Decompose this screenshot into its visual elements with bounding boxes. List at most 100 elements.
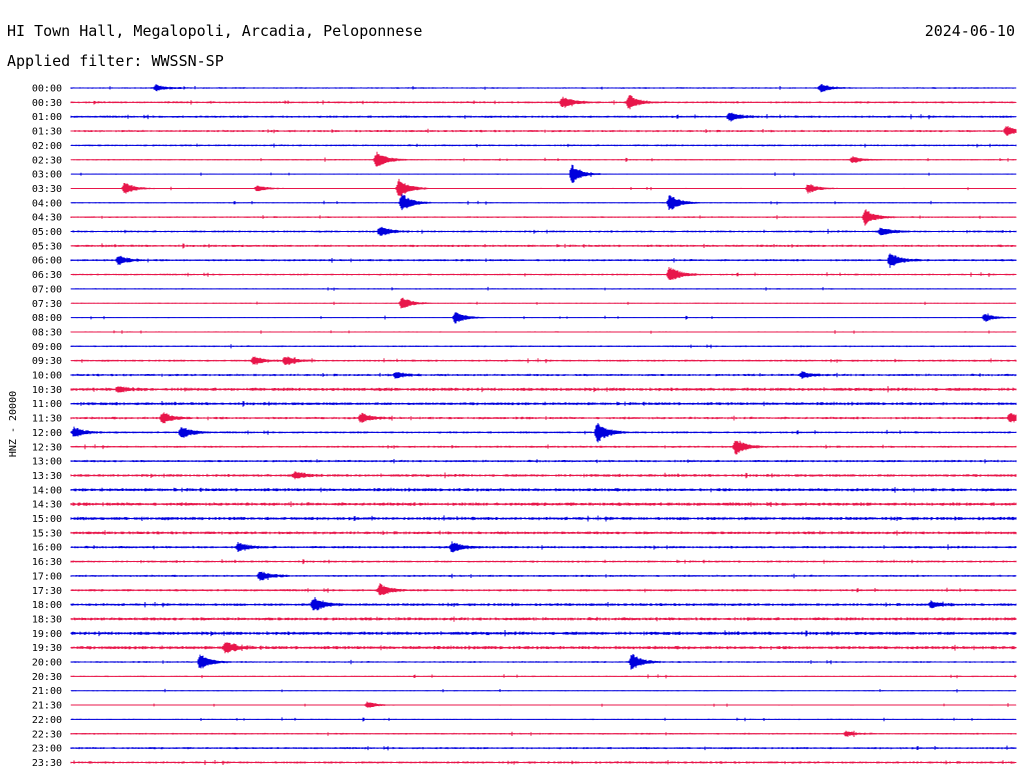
trace-row [70, 423, 1017, 443]
trace-row [70, 583, 1017, 596]
trace-row [70, 630, 1017, 637]
trace-row [70, 616, 1017, 622]
trace-row [70, 253, 1017, 268]
time-tick-label: 02:00 [32, 141, 62, 152]
time-tick-label: 10:00 [32, 371, 62, 382]
trace-row [70, 541, 1017, 553]
time-tick-label: 07:00 [32, 284, 62, 295]
time-tick-label: 08:30 [32, 327, 62, 338]
time-tick-label: 03:30 [32, 184, 62, 195]
trace-row [70, 487, 1017, 493]
time-tick-label: 11:00 [32, 399, 62, 410]
trace-row [70, 501, 1017, 507]
time-tick-label: 13:30 [32, 471, 62, 482]
time-tick-label: 12:30 [32, 442, 62, 453]
trace-row [70, 344, 1017, 349]
trace-row [70, 151, 1017, 167]
time-tick-label: 18:30 [32, 614, 62, 625]
trace-row [70, 530, 1017, 536]
time-tick-label: 04:00 [32, 198, 62, 209]
time-tick-label: 22:00 [32, 715, 62, 726]
trace-row [70, 654, 1017, 670]
trace-row [70, 330, 1017, 334]
time-tick-label: 04:30 [32, 213, 62, 224]
time-tick-label: 21:00 [32, 686, 62, 697]
time-tick-label: 03:00 [32, 170, 62, 181]
time-tick-labels: 00:00 00:30 01:00 01:30 02:00 02:30 03:00 03:30… [32, 84, 62, 769]
time-tick-label: 00:30 [32, 98, 62, 109]
time-tick-label: 02:30 [32, 155, 62, 166]
trace-row [70, 440, 1017, 455]
time-tick-label: 01:00 [32, 112, 62, 123]
time-tick-label: 16:00 [32, 543, 62, 554]
time-tick-label: 08:00 [32, 313, 62, 324]
trace-row [70, 126, 1017, 136]
trace-row [70, 571, 1017, 581]
trace-row [70, 730, 1017, 737]
time-tick-label: 14:30 [32, 500, 62, 511]
time-tick-label: 23:00 [32, 744, 62, 755]
time-tick-label: 12:00 [32, 428, 62, 439]
trace-row [70, 559, 1017, 565]
trace-row [70, 386, 1017, 393]
time-tick-label: 22:30 [32, 729, 62, 740]
time-tick-label: 20:30 [32, 672, 62, 683]
time-tick-label: 15:30 [32, 528, 62, 539]
trace-row [70, 597, 1017, 611]
time-tick-label: 09:30 [32, 356, 62, 367]
time-tick-label: 10:30 [32, 385, 62, 396]
filter-label: Applied filter: WWSSN-SP [7, 52, 224, 70]
time-tick-label: 21:30 [32, 701, 62, 712]
time-tick-label: 06:30 [32, 270, 62, 281]
time-tick-label: 19:00 [32, 629, 62, 640]
trace-row [70, 178, 1017, 197]
trace-row [70, 194, 1017, 211]
time-tick-label: 07:30 [32, 299, 62, 310]
trace-row [70, 642, 1017, 654]
time-tick-label: 05:00 [32, 227, 62, 238]
time-tick-label: 17:00 [32, 571, 62, 582]
trace-row [70, 164, 1017, 183]
trace-row [70, 471, 1017, 480]
time-tick-label: 13:00 [32, 457, 62, 468]
trace-row [70, 674, 1017, 679]
time-tick-label: 19:30 [32, 643, 62, 654]
time-tick-label: 16:30 [32, 557, 62, 568]
time-tick-label: 20:00 [32, 658, 62, 669]
date-label: 2024-06-10 [925, 22, 1015, 40]
time-tick-label: 11:30 [32, 414, 62, 425]
trace-row [70, 112, 1017, 122]
trace-row [70, 297, 1017, 309]
time-tick-label: 14:00 [32, 485, 62, 496]
time-tick-label: 17:30 [32, 586, 62, 597]
trace-row [70, 286, 1017, 291]
time-tick-label: 18:00 [32, 600, 62, 611]
trace-row [70, 459, 1017, 464]
time-tick-label: 09:00 [32, 342, 62, 353]
trace-row [70, 760, 1017, 765]
trace-row [70, 401, 1017, 407]
trace-row [70, 143, 1017, 148]
trace-row [70, 312, 1017, 324]
trace-row [70, 243, 1017, 249]
trace-row [70, 356, 1017, 365]
trace-row [70, 701, 1017, 708]
trace-row [70, 226, 1017, 236]
time-tick-label: 23:30 [32, 758, 62, 769]
trace-row [70, 745, 1017, 751]
time-tick-label: 06:00 [32, 256, 62, 267]
trace-row [70, 688, 1017, 693]
trace-row [70, 84, 1017, 93]
seismic-traces [70, 84, 1017, 765]
trace-row [70, 412, 1017, 424]
trace-row [70, 371, 1017, 379]
y-axis-label: HNZ - 20000 [8, 391, 19, 457]
trace-row [70, 95, 1017, 110]
time-tick-label: 01:30 [32, 127, 62, 138]
time-tick-label: 05:30 [32, 241, 62, 252]
trace-row [70, 209, 1017, 226]
trace-row [70, 717, 1017, 722]
time-tick-label: 15:00 [32, 514, 62, 525]
station-title: HI Town Hall, Megalopoli, Arcadia, Pelop… [7, 22, 422, 40]
trace-row [70, 515, 1017, 522]
